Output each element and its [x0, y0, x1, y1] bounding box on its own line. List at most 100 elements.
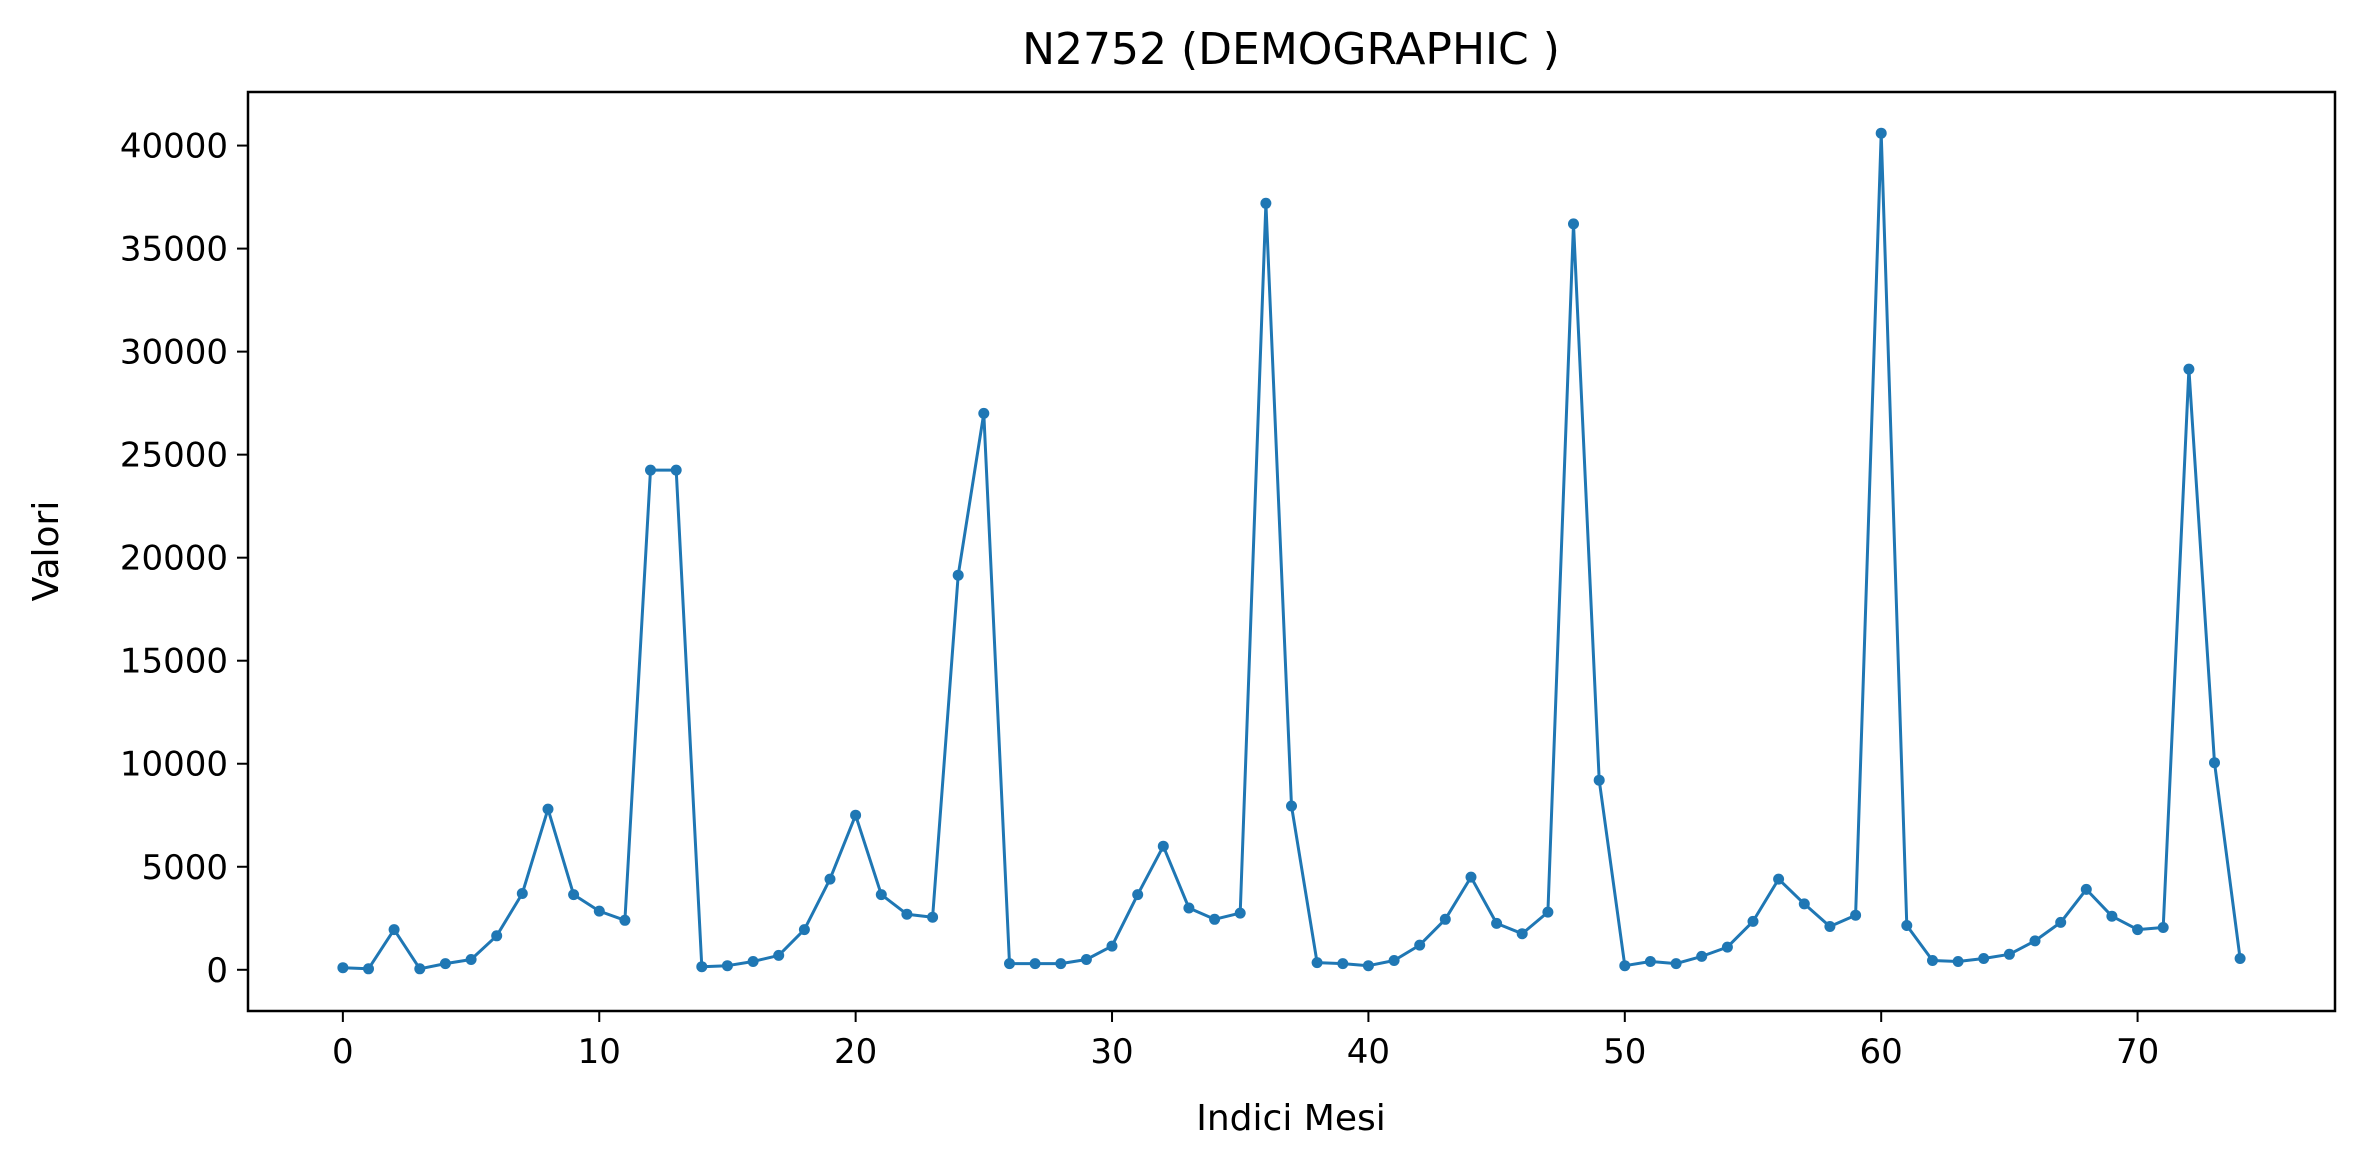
plot-frame — [246, 90, 2337, 1013]
data-point — [568, 889, 580, 901]
data-point — [1516, 928, 1528, 940]
data-point — [1850, 909, 1862, 921]
data-point — [2183, 363, 2195, 375]
data-point — [1465, 871, 1477, 883]
y-axis: 0 5000 10000 15000 20000 25000 30000 35000 40000 — [120, 127, 248, 991]
x-tick-label: 30 — [1090, 1032, 1133, 1072]
data-point — [337, 962, 349, 974]
data-point — [1337, 958, 1349, 970]
data-point — [1132, 889, 1144, 901]
data-point — [645, 464, 656, 476]
data-point — [927, 911, 939, 923]
data-point — [1491, 917, 1503, 929]
data-point — [1414, 939, 1426, 951]
data-point — [1798, 898, 1810, 910]
data-point — [439, 958, 451, 970]
data-point — [696, 961, 708, 973]
data-point — [2003, 948, 2015, 960]
x-tick-label: 20 — [834, 1032, 877, 1072]
data-point — [1157, 840, 1169, 852]
y-tick-label: 0 — [206, 951, 228, 991]
data-point — [1542, 906, 1554, 918]
data-point — [670, 464, 682, 476]
series-points — [337, 127, 2246, 975]
data-point — [1183, 902, 1195, 914]
y-tick-label: 15000 — [120, 642, 228, 682]
data-point — [2055, 916, 2067, 928]
data-point — [1209, 913, 1221, 925]
data-point — [542, 803, 554, 815]
data-point — [1901, 920, 1913, 931]
data-point — [1568, 218, 1579, 230]
data-point — [1055, 958, 1067, 970]
data-point — [1234, 907, 1246, 919]
x-axis-title: Indici Mesi — [1196, 1098, 1386, 1139]
data-point — [2157, 922, 2169, 933]
y-tick-label: 40000 — [120, 127, 228, 167]
data-point — [1004, 958, 1015, 970]
data-point — [1029, 958, 1041, 970]
x-tick-label: 40 — [1347, 1032, 1390, 1072]
x-axis: 0 10 20 30 40 50 60 70 — [332, 1011, 2159, 1072]
data-point — [1619, 960, 1631, 972]
y-tick-label: 5000 — [141, 848, 228, 888]
data-point — [2132, 924, 2144, 936]
data-point — [2106, 910, 2118, 922]
x-tick-label: 70 — [2116, 1032, 2159, 1072]
data-point — [1747, 915, 1759, 927]
chart-title: N2752 (DEMOGRAPHIC ) — [1022, 24, 1560, 75]
data-point — [388, 924, 400, 936]
x-tick-label: 60 — [1860, 1032, 1903, 1072]
data-point — [1670, 958, 1682, 970]
data-point — [1080, 954, 1092, 965]
data-point — [798, 924, 810, 936]
data-point — [747, 956, 759, 967]
data-point — [1644, 956, 1656, 967]
data-point — [875, 889, 887, 901]
data-point — [1875, 127, 1887, 139]
data-point — [1721, 941, 1733, 953]
data-point — [1311, 957, 1323, 969]
x-tick-label: 10 — [578, 1032, 621, 1072]
x-tick-label: 50 — [1603, 1032, 1646, 1072]
data-point — [1260, 197, 1272, 209]
data-point — [1593, 774, 1605, 786]
data-point — [721, 960, 733, 972]
data-point — [1696, 950, 1708, 962]
y-tick-label: 25000 — [120, 436, 228, 476]
data-point — [1978, 953, 1990, 964]
data-point — [414, 963, 426, 975]
data-point — [1106, 940, 1118, 952]
y-axis-title: Valori — [26, 501, 67, 602]
data-point — [2234, 953, 2246, 964]
data-point — [1388, 955, 1400, 966]
y-tick-label: 10000 — [120, 745, 228, 785]
y-tick-label: 35000 — [120, 230, 228, 270]
y-tick-label: 20000 — [120, 539, 228, 579]
data-point — [1824, 921, 1836, 932]
data-point — [2209, 757, 2220, 769]
data-point — [978, 407, 990, 419]
series-line — [342, 131, 2242, 971]
data-point — [491, 930, 503, 942]
data-point — [1439, 913, 1451, 925]
data-point — [850, 809, 862, 821]
plot-area — [337, 127, 2246, 975]
data-point — [952, 569, 964, 581]
data-point — [901, 908, 913, 920]
data-point — [593, 905, 605, 917]
y-tick-label: 30000 — [120, 333, 228, 373]
data-point — [824, 873, 836, 885]
data-point — [1773, 873, 1785, 885]
data-point — [1927, 955, 1938, 966]
data-point — [1952, 956, 1964, 967]
data-point — [2080, 883, 2092, 895]
data-point — [619, 914, 631, 926]
data-point — [516, 888, 528, 899]
data-point — [2029, 935, 2041, 947]
data-point — [465, 954, 477, 965]
data-point — [1286, 800, 1297, 812]
data-point — [773, 949, 785, 961]
x-tick-label: 0 — [332, 1032, 354, 1072]
